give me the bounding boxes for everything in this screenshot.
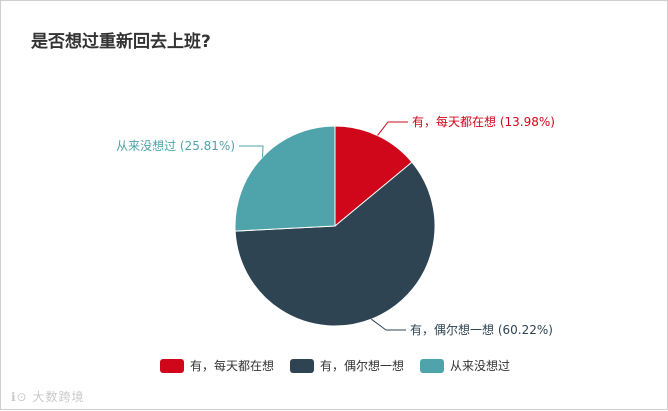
watermark-logo: ℹ⊙ 大数跨境 <box>11 388 84 405</box>
legend-item-never[interactable]: 从来没想过 <box>420 357 510 374</box>
pie-slice-never[interactable] <box>234 125 336 232</box>
legend-label-occasionally: 有，偶尔想一想 <box>319 359 404 373</box>
data-label-occasionally: 有，偶尔想一想 (60.22%) <box>410 322 553 337</box>
legend-item-occasionally[interactable]: 有，偶尔想一想 <box>289 357 404 374</box>
legend-swatch-daily <box>159 358 184 373</box>
leader-line-daily <box>377 121 408 136</box>
data-label-daily: 有，每天都在想 (13.98%) <box>412 114 555 129</box>
leader-line-occasionally <box>371 318 406 331</box>
legend-item-daily[interactable]: 有，每天都在想 <box>159 357 274 374</box>
chart-legend: 有，每天都在想 有，偶尔想一想 从来没想过 <box>1 357 668 374</box>
watermark-icon: ℹ⊙ <box>11 390 33 404</box>
legend-swatch-never <box>420 358 444 373</box>
legend-label-never: 从来没想过 <box>450 359 511 373</box>
chart-title: 是否想过重新回去上班? <box>31 32 211 52</box>
pie-slice-daily[interactable] <box>334 125 413 228</box>
legend-swatch-occasionally <box>289 358 314 373</box>
legend-label-daily: 有，每天都在想 <box>189 359 274 373</box>
leader-line-never <box>239 145 264 158</box>
watermark-text: 大数跨境 <box>32 390 85 404</box>
data-label-never: 从来没想过 (25.81%) <box>116 138 235 153</box>
